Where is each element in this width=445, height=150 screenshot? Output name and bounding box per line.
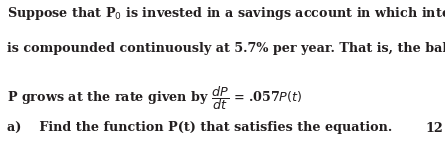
Text: Suppose that P$_0$ is invested in a savings account in which interest: Suppose that P$_0$ is invested in a savi… — [7, 4, 445, 21]
Text: a)    Find the function P(t) that satisfies the equation.: a) Find the function P(t) that satisfies… — [7, 122, 392, 135]
Text: P grows at the rate given by $\dfrac{dP}{dt}$ = .057$P(t)$: P grows at the rate given by $\dfrac{dP}… — [7, 84, 302, 112]
Text: is compounded continuously at 5.7% per year. That is, the balance: is compounded continuously at 5.7% per y… — [7, 42, 445, 55]
Text: 12: 12 — [425, 122, 443, 135]
